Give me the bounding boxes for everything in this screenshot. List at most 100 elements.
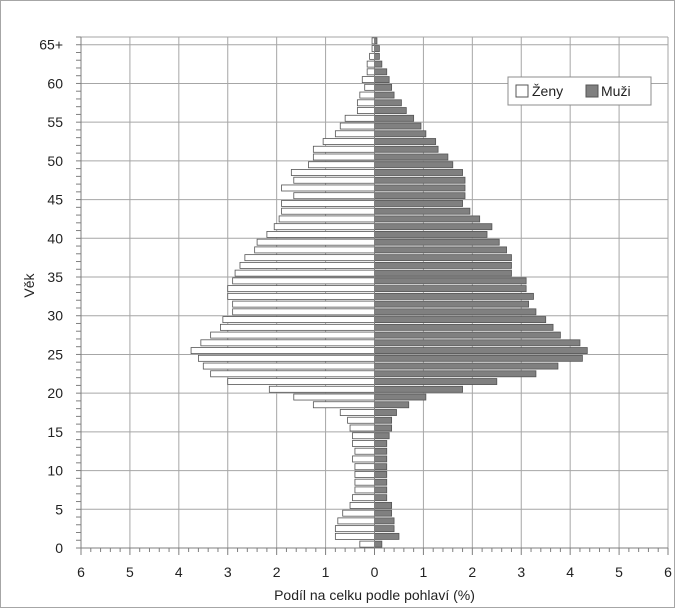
bar-zeny xyxy=(293,192,375,200)
bar-muzi xyxy=(374,463,388,471)
bars xyxy=(190,37,588,548)
bar-zeny xyxy=(342,509,375,517)
bar-zeny xyxy=(290,169,375,176)
bar-zeny xyxy=(312,401,375,409)
legend-box xyxy=(507,76,652,106)
bar-muzi xyxy=(374,385,463,393)
bar-muzi xyxy=(374,52,380,60)
bar-zeny xyxy=(273,223,375,231)
bar-muzi xyxy=(374,339,581,347)
bar-zeny xyxy=(322,138,375,145)
bar-muzi xyxy=(374,455,388,463)
y-tick-label: 20 xyxy=(47,385,63,401)
bar-zeny xyxy=(210,331,375,339)
x-tick-label: 4 xyxy=(566,564,574,580)
bar-zeny xyxy=(210,370,375,378)
bar-muzi xyxy=(374,478,388,486)
bar-muzi xyxy=(374,254,512,262)
bar-muzi xyxy=(374,45,380,53)
bar-muzi xyxy=(374,509,393,517)
bar-zeny xyxy=(337,517,375,525)
bar-zeny xyxy=(312,153,375,161)
bar-muzi xyxy=(374,285,527,293)
bar-muzi xyxy=(374,362,559,370)
bar-muzi xyxy=(374,532,400,540)
bar-muzi xyxy=(374,409,397,416)
y-axis-title: Věk xyxy=(21,272,37,297)
y-tick-label: 60 xyxy=(47,75,63,91)
y-tick-label: 35 xyxy=(47,269,63,285)
bar-zeny xyxy=(278,215,375,223)
bar-zeny xyxy=(256,238,375,246)
bar-muzi xyxy=(374,107,407,114)
legend: Ženy Muži xyxy=(507,76,652,106)
bar-zeny xyxy=(359,91,375,99)
x-tick-label: 1 xyxy=(322,564,330,580)
bar-zeny xyxy=(244,254,375,262)
bar-zeny xyxy=(352,432,375,440)
bar-muzi xyxy=(374,91,395,99)
bar-zeny xyxy=(334,130,375,138)
bar-zeny xyxy=(334,525,375,533)
bar-muzi xyxy=(374,323,554,331)
bar-zeny xyxy=(222,316,375,324)
bar-muzi xyxy=(374,138,437,145)
bar-zeny xyxy=(266,231,375,238)
bar-muzi xyxy=(374,200,463,207)
y-tick-label: 50 xyxy=(47,153,63,169)
legend-swatch-zeny xyxy=(515,84,529,98)
bar-zeny xyxy=(227,292,375,300)
legend-swatch-muzi xyxy=(585,84,599,98)
bar-zeny xyxy=(281,200,375,207)
bar-zeny xyxy=(354,486,375,494)
y-tick-label: 30 xyxy=(47,308,63,324)
bar-zeny xyxy=(359,540,375,548)
bar-muzi xyxy=(374,370,537,378)
bar-muzi xyxy=(374,471,388,478)
x-tick-label: 3 xyxy=(224,564,232,580)
bar-zeny xyxy=(352,440,375,447)
bar-muzi xyxy=(374,76,390,84)
bar-muzi xyxy=(374,401,410,409)
legend-label-muzi: Muži xyxy=(601,83,631,99)
bar-zeny xyxy=(349,424,375,432)
bar-zeny xyxy=(354,478,375,486)
legend-label-zeny: Ženy xyxy=(532,83,563,99)
bar-zeny xyxy=(232,308,375,316)
bar-zeny xyxy=(344,114,375,122)
bar-muzi xyxy=(374,153,449,161)
bar-zeny xyxy=(352,455,375,463)
bar-muzi xyxy=(374,161,454,169)
bar-zeny xyxy=(334,532,375,540)
bar-zeny xyxy=(361,76,375,84)
bar-zeny xyxy=(227,378,375,385)
bar-zeny xyxy=(356,107,375,114)
bar-zeny xyxy=(220,323,375,331)
bar-zeny xyxy=(354,471,375,478)
bar-muzi xyxy=(374,169,463,176)
bar-muzi xyxy=(374,292,534,300)
bar-zeny xyxy=(369,52,375,60)
bar-muzi xyxy=(374,223,493,231)
bar-muzi xyxy=(374,269,512,277)
bar-zeny xyxy=(202,362,375,370)
x-tick-label: 3 xyxy=(517,564,525,580)
bar-muzi xyxy=(374,517,395,525)
bar-muzi xyxy=(374,354,583,362)
x-tick-label: 6 xyxy=(77,564,85,580)
bar-muzi xyxy=(374,432,390,440)
bar-muzi xyxy=(374,261,512,269)
bar-zeny xyxy=(347,416,375,424)
bar-zeny xyxy=(308,161,375,169)
x-tick-label: 2 xyxy=(468,564,476,580)
y-tick-label: 45 xyxy=(47,192,63,208)
bar-muzi xyxy=(374,192,466,200)
bar-zeny xyxy=(366,68,375,76)
x-tick-label: 5 xyxy=(126,564,134,580)
bar-muzi xyxy=(374,145,439,153)
bar-zeny xyxy=(312,145,375,153)
bar-zeny xyxy=(200,339,375,347)
x-tick-label: 1 xyxy=(420,564,428,580)
x-tick-label: 6 xyxy=(664,564,672,580)
